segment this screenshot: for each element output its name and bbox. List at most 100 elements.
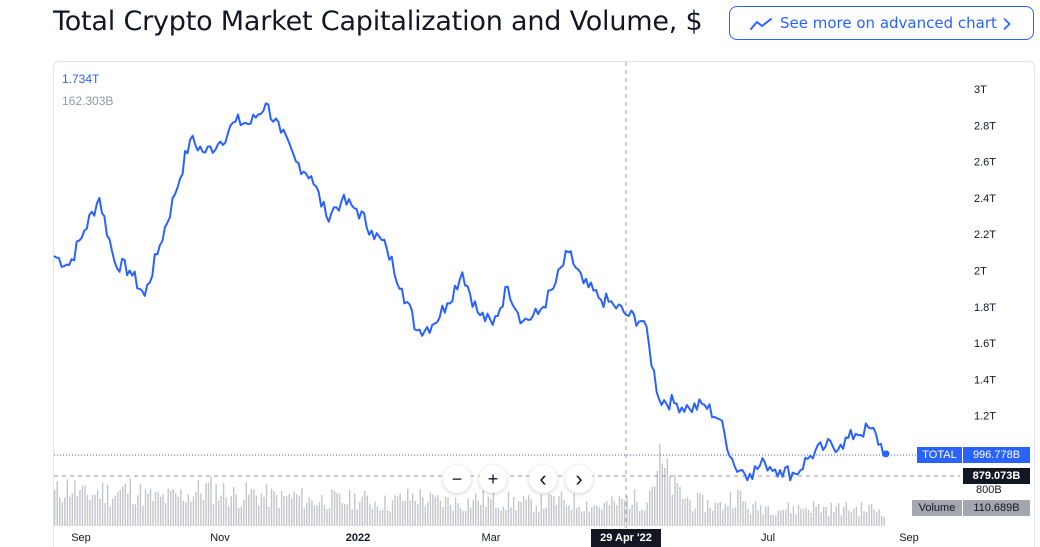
volume-bar [487,496,489,526]
volume-bar [873,509,875,526]
volume-bar [449,505,452,526]
volume-bar [296,494,298,526]
volume-bar [575,508,578,526]
volume-bar [154,491,157,526]
x-tick-label: 2022 [346,532,370,544]
volume-bar [250,489,253,526]
volume-bar [765,506,767,526]
volume-bar [739,490,742,526]
volume-bar [515,510,517,526]
volume-bar [535,506,537,526]
volume-bar [691,511,694,526]
volume-bar [525,499,527,526]
volume-bar [845,502,848,526]
y-tick-label: 2T [974,266,987,278]
volume-bar [404,500,406,526]
volume-bar [497,508,500,526]
volume-bar [694,508,696,526]
volume-bar [568,505,570,526]
zoom-in-button[interactable]: + [479,465,507,493]
volume-bar [828,515,830,526]
volume-bar [59,497,61,526]
volume-bar [785,509,787,526]
volume-bar [106,484,109,526]
volume-bar [618,495,621,526]
volume-bar [79,489,81,526]
volume-bar [142,505,144,526]
volume-bar [454,497,457,526]
volume-bar [273,491,275,526]
volume-bar [470,507,472,526]
volume-bar [719,502,721,526]
volume-bar [875,512,878,526]
volume-bar [522,496,525,526]
chart-frame[interactable] [53,61,1035,547]
volume-bar [843,506,845,526]
volume-bar [684,498,686,526]
volume-bar [512,497,515,526]
volume-bar [661,463,663,526]
scroll-right-button[interactable]: › [565,465,593,493]
volume-bar [565,505,568,526]
y-tick-label: 2.6T [974,157,996,169]
volume-bar [606,501,608,526]
volume-bar [162,494,164,526]
volume-bar [800,508,802,526]
volume-bar [364,490,366,526]
volume-bar [749,514,752,526]
volume-bar [674,474,676,526]
volume-bar [202,499,205,526]
advanced-chart-button[interactable]: See more on advanced chart [729,6,1034,40]
volume-bar [853,508,855,526]
volume-bar [235,494,237,526]
chevron-right-icon [1003,18,1011,30]
volume-bar [407,488,409,526]
volume-bar [666,458,669,526]
volume-bar [260,493,263,526]
volume-bar [517,501,520,526]
volume-bar [311,500,313,526]
volume-bar [664,467,666,526]
volume-bar [865,511,868,526]
volume-bar [787,502,790,526]
volume-bar [702,494,704,526]
volume-bar [361,496,363,526]
volume-bar [343,503,346,526]
volume-bar [409,500,411,526]
volume-bar [268,506,270,526]
volume-bar [144,489,147,526]
y-tick-label: 3T [974,84,987,96]
page-title: Total Crypto Market Capitalization and V… [53,6,703,37]
volume-bar [442,507,444,526]
volume-bar [412,493,414,526]
y-tick-label: 1.6T [974,338,996,350]
volume-bar [588,511,590,526]
volume-bar [109,505,111,526]
volume-bar [578,506,580,526]
volume-bar [601,509,603,526]
volume-bar [737,489,739,526]
volume-bar [772,515,774,526]
volume-bar [548,493,550,526]
volume-bar [89,500,91,526]
volume-bar [563,500,565,526]
volume-series-tag: Volume [912,500,962,516]
x-tick-label: Mar [482,532,501,544]
chart-trend-icon [750,18,772,30]
volume-bar [316,505,318,526]
volume-bar [91,495,94,526]
volume-bar [386,510,389,526]
zoom-out-button[interactable]: − [443,465,471,493]
volume-bar [747,508,749,526]
scroll-left-button[interactable]: ‹ [529,465,557,493]
volume-bar [86,495,89,526]
volume-bar [817,504,820,526]
volume-bar [860,502,863,526]
volume-bar [631,504,633,526]
volume-bar [112,498,114,526]
volume-bar [225,497,227,526]
volume-bar [149,488,152,526]
volume-bar [558,496,560,526]
volume-bar [101,482,104,526]
